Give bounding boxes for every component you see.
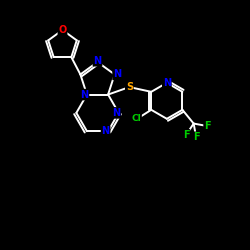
Text: N: N <box>94 56 102 66</box>
Text: F: F <box>193 132 200 142</box>
Text: F: F <box>204 121 211 131</box>
Text: N: N <box>80 90 88 100</box>
Text: Cl: Cl <box>131 114 141 123</box>
Text: S: S <box>126 82 133 92</box>
Text: N: N <box>163 78 171 88</box>
Text: O: O <box>58 25 66 35</box>
Text: N: N <box>102 126 110 136</box>
Text: N: N <box>113 70 121 80</box>
Text: N: N <box>112 108 120 118</box>
Text: F: F <box>183 130 190 140</box>
